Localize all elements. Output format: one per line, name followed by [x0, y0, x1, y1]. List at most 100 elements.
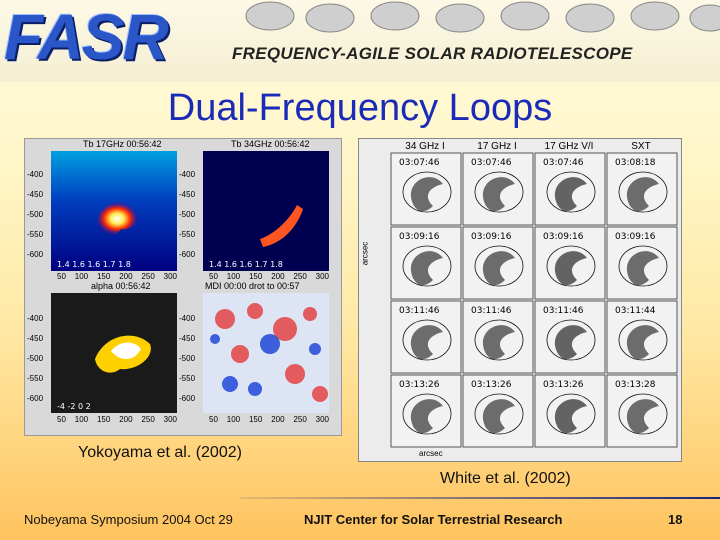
footer-institution: NJIT Center for Solar Terrestrial Resear… [304, 512, 563, 527]
contour-line [474, 171, 524, 213]
grid-cell: 03:09:16 [534, 226, 606, 300]
grid-cell: 03:11:46 [462, 300, 534, 374]
map-34ghz: 1.4 1.6 1.6 1.7 1.8 [203, 151, 329, 271]
timestamp-label: 03:07:46 [399, 158, 440, 168]
map-alpha: -4 -2 0 2 [51, 293, 177, 413]
source-blob [626, 177, 659, 212]
citation-yokoyama: Yokoyama et al. (2002) [78, 444, 242, 461]
source-blob [410, 399, 443, 434]
contour-line [546, 319, 596, 361]
timestamp-label: 03:13:26 [543, 380, 584, 390]
source-blob [554, 251, 587, 286]
column-header: 17 GHz I [477, 141, 517, 152]
colorbar-label: 1.4 1.6 1.6 1.7 1.8 [57, 260, 131, 269]
panel-title-17ghz: Tb 17GHz 00:56:42 [83, 139, 162, 149]
panel-title-mdi: MDI 00:00 drot to 00:57 [205, 281, 300, 291]
contour-line [618, 319, 668, 361]
grid-cell: 03:13:26 [462, 374, 534, 448]
source-blob [626, 399, 659, 434]
y-ticks-left-top: -400 -450 -500 -550 -600 [27, 170, 44, 259]
source-blob [554, 177, 587, 212]
map-mdi [203, 293, 329, 413]
timestamp-label: 03:11:44 [615, 306, 656, 316]
panel-title-34ghz: Tb 34GHz 00:56:42 [231, 139, 310, 149]
dish-icon [305, 3, 355, 33]
source-blob [410, 177, 443, 212]
grid-cell: 03:11:44 [606, 300, 678, 374]
x-ticks-bottom-right: 50 100 150 200 250 300 [209, 415, 329, 424]
grid-cell: 03:07:46 [462, 152, 534, 226]
column-header: SXT [631, 141, 651, 152]
white-figure: 34 GHz I 17 GHz I 17 GHz V/I SXT 03:07:4… [358, 138, 682, 462]
timestamp-label: 03:11:46 [543, 306, 584, 316]
contour-line [618, 245, 668, 287]
axis-label-x: arcsec [419, 449, 443, 458]
dish-icon [630, 1, 680, 31]
grid-cell: 03:11:46 [390, 300, 462, 374]
contour-line [402, 319, 452, 361]
svg-text:1.4 1.6 1.6 1.7 1.8: 1.4 1.6 1.6 1.7 1.8 [209, 260, 283, 269]
header-banner: FASR FREQUENCY-AGILE SOLAR RADIOTELESCOP… [0, 0, 720, 82]
panel-title-alpha: alpha 00:56:42 [91, 281, 151, 291]
dish-icon [245, 1, 295, 31]
timestamp-label: 03:13:28 [615, 380, 656, 390]
fasr-logo: FASR [4, 1, 169, 73]
y-ticks-left-bottom: -400 -450 -500 -550 -600 [27, 314, 44, 403]
timestamp-label: 03:09:16 [543, 232, 584, 242]
source-blob [554, 325, 587, 360]
source-blob [626, 325, 659, 360]
column-header: 34 GHz I [405, 141, 445, 152]
grid-cell: 03:13:26 [390, 374, 462, 448]
svg-text:-4 -2 0 2: -4 -2 0 2 [57, 402, 91, 411]
contour-line [402, 393, 452, 435]
timestamp-label: 03:07:46 [471, 158, 512, 168]
timestamp-label: 03:11:46 [471, 306, 512, 316]
timestamp-label: 03:13:26 [471, 380, 512, 390]
dish-icon [565, 3, 615, 33]
grid-cell: 03:08:18 [606, 152, 678, 226]
contour-line [546, 245, 596, 287]
timestamp-label: 03:07:46 [543, 158, 584, 168]
source-blob [410, 325, 443, 360]
grid-cell: 03:13:26 [534, 374, 606, 448]
x-ticks-top-left: 50 100 150 200 250 300 [57, 272, 177, 281]
timestamp-label: 03:09:16 [399, 232, 440, 242]
source-blob [482, 177, 515, 212]
contour-line [474, 393, 524, 435]
contour-line [546, 393, 596, 435]
grid-cell: 03:09:16 [606, 226, 678, 300]
grid-cell: 03:13:28 [606, 374, 678, 448]
x-ticks-bottom-left: 50 100 150 200 250 300 [57, 415, 177, 424]
grid-cell: 03:07:46 [534, 152, 606, 226]
timestamp-label: 03:11:46 [399, 306, 440, 316]
timestamp-label: 03:08:18 [615, 158, 656, 168]
timestamp-label: 03:13:26 [399, 380, 440, 390]
source-blob [626, 251, 659, 286]
y-ticks-right-top: -400 -450 -500 -550 -600 [179, 170, 196, 259]
source-blob [410, 251, 443, 286]
dish-icon [689, 4, 720, 32]
contour-line [618, 171, 668, 213]
column-header: 17 GHz V/I [544, 141, 594, 152]
image-grid: 03:07:46 03:07:46 03:07:46 03:08:18 03:09:16… [390, 152, 678, 448]
grid-cell: 03:11:46 [534, 300, 606, 374]
antenna-dishes-strip [245, 1, 720, 33]
grid-cell: 03:07:46 [390, 152, 462, 226]
footer-divider [240, 497, 720, 499]
contour-line [474, 319, 524, 361]
dish-icon [370, 1, 420, 31]
yokoyama-figure: 1.4 1.6 1.6 1.7 1.8 1.4 1.6 1.6 1.7 1.8 … [24, 138, 342, 436]
grid-cell: 03:09:16 [462, 226, 534, 300]
dish-icon [435, 3, 485, 33]
grid-cell: 03:09:16 [390, 226, 462, 300]
citation-white: White et al. (2002) [440, 470, 571, 487]
map-17ghz: 1.4 1.6 1.6 1.7 1.8 [51, 151, 177, 271]
source-blob [482, 399, 515, 434]
contour-line [546, 171, 596, 213]
page-number: 18 [668, 512, 683, 527]
column-headers: 34 GHz I 17 GHz I 17 GHz V/I SXT [389, 141, 679, 152]
contour-line [402, 245, 452, 287]
footer-conference: Nobeyama Symposium 2004 Oct 29 [24, 512, 233, 527]
contour-line [474, 245, 524, 287]
contour-line [618, 393, 668, 435]
